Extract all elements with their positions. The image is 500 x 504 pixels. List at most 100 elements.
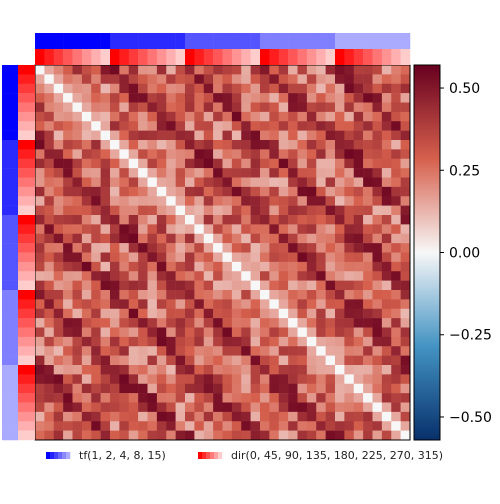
heatmap-cell: [128, 271, 139, 281]
heatmap-cell: [231, 411, 242, 422]
heatmap-cell: [194, 205, 204, 216]
heatmap-cell: [363, 102, 373, 113]
heatmap-cell: [185, 196, 195, 206]
tf-label-cell: [2, 383, 18, 394]
heatmap-cell: [147, 261, 158, 272]
heatmap-cell: [288, 130, 298, 141]
heatmap-cell: [63, 318, 73, 328]
heatmap-cell: [166, 130, 176, 141]
heatmap-cell: [306, 121, 317, 131]
heatmap-cell: [147, 177, 158, 188]
heatmap-cell: [278, 74, 289, 84]
heatmap-cell: [231, 271, 242, 281]
heatmap-cell: [269, 74, 279, 84]
heatmap-cell: [400, 411, 411, 422]
heatmap-cell: [391, 327, 401, 338]
heatmap-cell: [297, 421, 308, 431]
heatmap-cell: [100, 280, 111, 291]
heatmap-cell: [241, 308, 251, 319]
heatmap-cell: [138, 430, 148, 441]
heatmap-cell: [138, 205, 148, 216]
heatmap-cell: [250, 383, 261, 394]
heatmap-cell: [325, 168, 336, 178]
heatmap-cell: [344, 411, 354, 422]
heatmap-cell: [363, 186, 373, 197]
heatmap-cell: [138, 365, 148, 375]
heatmap-cell: [128, 346, 139, 356]
legend: tf(1, 2, 4, 8, 15) dir(0, 45, 90, 135, 18…: [46, 449, 443, 462]
heatmap-cell: [53, 252, 64, 263]
heatmap-cell: [147, 186, 158, 197]
heatmap-cell: [91, 177, 101, 188]
tf-label-cell: [2, 121, 18, 131]
heatmap-cell: [44, 224, 54, 234]
heatmap-cell: [335, 374, 345, 384]
heatmap-cell: [353, 365, 364, 375]
heatmap-cell: [194, 336, 204, 347]
heatmap-cell: [222, 402, 233, 413]
heatmap-cell: [372, 402, 383, 413]
heatmap-cell: [156, 83, 167, 94]
heatmap-cell: [35, 271, 45, 281]
dir-label-cell: [18, 74, 35, 84]
heatmap-cell: [53, 205, 64, 216]
heatmap-cell: [363, 168, 373, 178]
heatmap-cell: [400, 149, 411, 159]
heatmap-cell: [44, 430, 54, 441]
dir-label-cell: [18, 346, 35, 356]
heatmap-cell: [335, 402, 345, 413]
heatmap-cell: [166, 308, 176, 319]
heatmap-cell: [344, 290, 354, 300]
heatmap-cell: [353, 402, 364, 413]
heatmap-cell: [222, 383, 233, 394]
dir-label-cell: [18, 336, 35, 347]
tf-label-cell: [278, 33, 289, 49]
heatmap-cell: [138, 186, 148, 197]
heatmap-cell: [391, 308, 401, 319]
heatmap-cell: [297, 102, 308, 113]
heatmap-cell: [269, 186, 279, 197]
heatmap-cell: [278, 196, 289, 206]
heatmap-cell: [381, 205, 392, 216]
heatmap-cell: [260, 243, 270, 253]
heatmap-cell: [128, 168, 139, 178]
heatmap-cell: [316, 430, 326, 441]
heatmap-cell: [100, 393, 111, 403]
heatmap-cell: [81, 168, 92, 178]
tf-label-cell: [2, 224, 18, 234]
heatmap-cell: [400, 177, 411, 188]
heatmap-cell: [213, 346, 223, 356]
heatmap-cell: [231, 336, 242, 347]
heatmap-cell: [363, 121, 373, 131]
heatmap-cell: [203, 140, 214, 150]
heatmap-cell: [222, 243, 233, 253]
heatmap-cell: [185, 83, 195, 94]
heatmap-cell: [119, 336, 129, 347]
heatmap-cell: [91, 233, 101, 244]
heatmap-cell: [278, 346, 289, 356]
heatmap-cell: [353, 130, 364, 141]
dir-label-cell: [18, 402, 35, 413]
dir-label-cell: [241, 49, 251, 65]
heatmap-cell: [91, 186, 101, 197]
heatmap-cell: [194, 233, 204, 244]
heatmap-cell: [400, 290, 411, 300]
heatmap-cell: [297, 280, 308, 291]
heatmap-cell: [63, 308, 73, 319]
heatmap-cell: [250, 168, 261, 178]
heatmap-cell: [353, 140, 364, 150]
dir-label-cell: [175, 49, 186, 65]
tf-label-cell: [381, 33, 392, 49]
heatmap-cell: [381, 299, 392, 309]
heatmap-cell: [119, 365, 129, 375]
heatmap-cell: [250, 290, 261, 300]
tf-label-cell: [222, 33, 233, 49]
heatmap-cell: [316, 355, 326, 366]
heatmap-cell: [138, 271, 148, 281]
heatmap-cell: [100, 93, 111, 103]
heatmap-cell: [222, 158, 233, 169]
heatmap-cell: [363, 140, 373, 150]
heatmap-cell: [381, 393, 392, 403]
heatmap-cell: [203, 102, 214, 113]
heatmap-cell: [316, 215, 326, 225]
